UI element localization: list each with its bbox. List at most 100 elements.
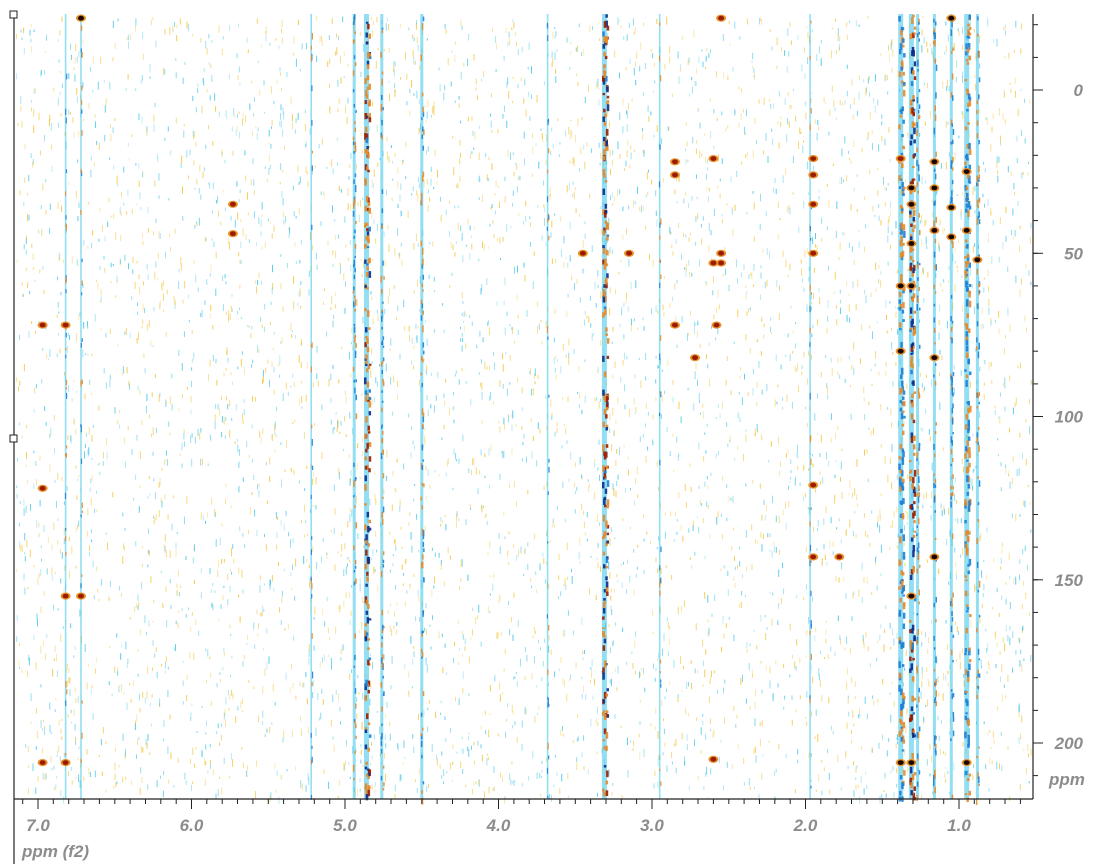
noise-speck — [299, 69, 301, 72]
noise-speck — [246, 37, 248, 43]
noise-speck — [955, 659, 957, 662]
noise-speck — [153, 124, 155, 132]
noise-speck — [753, 263, 755, 271]
noise-speck — [534, 656, 535, 664]
noise-speck — [710, 728, 712, 732]
noise-speck — [383, 654, 385, 661]
noise-speck — [753, 284, 755, 287]
noise-speck — [238, 594, 240, 598]
noise-speck — [144, 367, 146, 374]
noise-speck — [666, 765, 668, 772]
noise-speck — [171, 373, 173, 379]
noise-speck — [256, 760, 258, 767]
noise-speck — [541, 676, 543, 682]
noise-speck — [586, 315, 588, 319]
noise-speck — [371, 558, 373, 561]
noise-speck — [997, 438, 999, 441]
noise-speck — [882, 678, 884, 685]
noise-speck — [1004, 119, 1006, 125]
noise-speck — [60, 634, 62, 642]
noise-speck — [260, 44, 262, 48]
noise-speck — [123, 692, 125, 695]
noise-speck — [498, 420, 500, 424]
noise-speck — [863, 577, 865, 583]
noise-speck — [944, 772, 946, 778]
noise-speck — [537, 712, 538, 715]
noise-speck — [280, 254, 282, 257]
noise-speck — [159, 392, 161, 397]
noise-speck — [340, 554, 342, 557]
noise-speck — [136, 203, 138, 206]
noise-speck — [351, 669, 352, 673]
noise-speck — [232, 693, 234, 700]
noise-speck — [356, 462, 358, 470]
noise-speck — [280, 104, 282, 111]
noise-speck — [920, 427, 922, 431]
noise-speck — [441, 775, 443, 779]
noise-speck — [993, 557, 995, 563]
noise-speck — [70, 623, 72, 629]
noise-speck — [469, 225, 471, 231]
noise-speck — [281, 597, 283, 603]
noise-speck — [341, 346, 343, 350]
noise-speck — [362, 436, 364, 443]
noise-speck — [371, 296, 373, 300]
noise-speck — [847, 765, 849, 770]
noise-speck — [622, 518, 624, 522]
noise-speck — [322, 699, 324, 705]
noise-speck — [212, 583, 214, 586]
noise-speck — [450, 728, 451, 733]
noise-speck — [628, 258, 630, 267]
noise-speck — [394, 83, 396, 89]
noise-speck — [1021, 715, 1023, 723]
noise-speck — [852, 593, 854, 599]
noise-speck — [864, 196, 866, 200]
noise-speck — [199, 164, 201, 172]
noise-speck — [541, 775, 543, 778]
noise-speck — [835, 459, 837, 463]
noise-speck — [575, 208, 577, 213]
noise-speck — [577, 391, 579, 394]
noise-speck — [895, 362, 897, 366]
noise-speck — [1000, 731, 1002, 737]
noise-speck — [73, 131, 75, 138]
noise-speck — [25, 464, 27, 467]
noise-speck — [673, 469, 675, 473]
noise-speck — [830, 413, 832, 420]
noise-speck — [594, 462, 596, 468]
noise-speck — [881, 794, 883, 800]
noise-speck — [274, 702, 276, 706]
noise-speck — [359, 32, 361, 36]
noise-speck — [124, 331, 126, 335]
noise-speck — [502, 692, 504, 695]
noise-speck — [954, 284, 956, 292]
noise-speck — [1019, 514, 1021, 517]
noise-speck — [655, 379, 657, 384]
noise-speck — [191, 458, 193, 467]
noise-speck — [662, 752, 664, 756]
noise-speck — [584, 310, 586, 315]
noise-speck — [116, 183, 118, 187]
noise-speck — [646, 172, 648, 180]
noise-speck — [485, 513, 487, 517]
noise-speck — [360, 200, 361, 207]
noise-speck — [493, 401, 494, 405]
noise-speck — [79, 609, 81, 617]
noise-speck — [544, 638, 546, 643]
noise-speck — [947, 682, 949, 687]
noise-speck — [773, 770, 775, 777]
noise-speck — [48, 433, 50, 437]
noise-speck — [337, 79, 339, 87]
noise-speck — [117, 667, 119, 670]
noise-speck — [372, 30, 374, 37]
noise-speck — [792, 155, 794, 164]
noise-speck — [990, 211, 992, 216]
noise-speck — [155, 514, 157, 521]
noise-speck — [265, 367, 267, 374]
noise-speck — [775, 515, 777, 523]
noise-speck — [114, 666, 116, 673]
noise-speck — [92, 90, 94, 93]
noise-speck — [858, 24, 860, 27]
noise-speck — [124, 461, 126, 468]
noise-speck — [93, 162, 95, 167]
